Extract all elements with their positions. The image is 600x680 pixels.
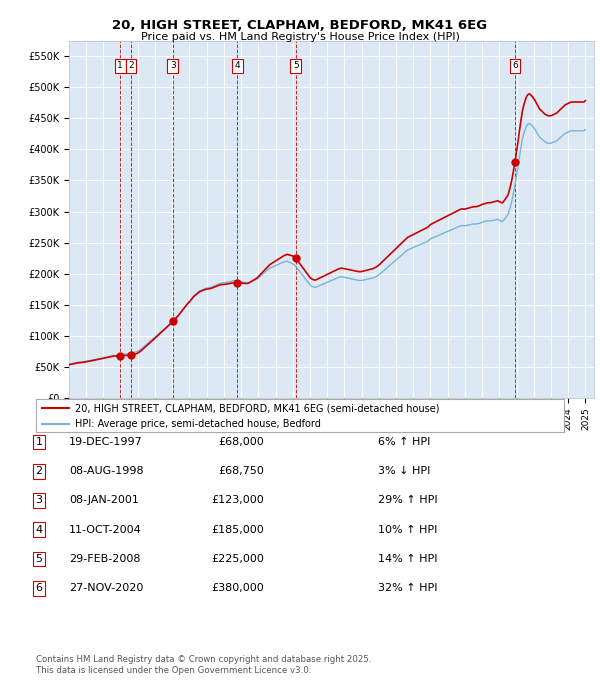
Text: Price paid vs. HM Land Registry's House Price Index (HPI): Price paid vs. HM Land Registry's House … bbox=[140, 32, 460, 42]
Text: 3% ↓ HPI: 3% ↓ HPI bbox=[378, 466, 430, 476]
Text: 6% ↑ HPI: 6% ↑ HPI bbox=[378, 437, 430, 447]
Text: 6: 6 bbox=[35, 583, 43, 593]
Text: 5: 5 bbox=[293, 61, 299, 70]
Text: 2: 2 bbox=[35, 466, 43, 476]
Text: 4: 4 bbox=[35, 525, 43, 534]
Text: £185,000: £185,000 bbox=[211, 525, 264, 534]
Text: 19-DEC-1997: 19-DEC-1997 bbox=[69, 437, 143, 447]
Text: 29% ↑ HPI: 29% ↑ HPI bbox=[378, 496, 437, 505]
Text: 6: 6 bbox=[512, 61, 518, 70]
Text: 10% ↑ HPI: 10% ↑ HPI bbox=[378, 525, 437, 534]
Text: 5: 5 bbox=[35, 554, 43, 564]
Text: 2: 2 bbox=[128, 61, 134, 70]
Text: £380,000: £380,000 bbox=[211, 583, 264, 593]
Text: £68,750: £68,750 bbox=[218, 466, 264, 476]
Text: £225,000: £225,000 bbox=[211, 554, 264, 564]
Text: 20, HIGH STREET, CLAPHAM, BEDFORD, MK41 6EG (semi-detached house): 20, HIGH STREET, CLAPHAM, BEDFORD, MK41 … bbox=[75, 403, 439, 413]
Text: 4: 4 bbox=[235, 61, 240, 70]
Text: 1: 1 bbox=[35, 437, 43, 447]
Text: £68,000: £68,000 bbox=[218, 437, 264, 447]
Text: 32% ↑ HPI: 32% ↑ HPI bbox=[378, 583, 437, 593]
Text: 14% ↑ HPI: 14% ↑ HPI bbox=[378, 554, 437, 564]
Text: £123,000: £123,000 bbox=[211, 496, 264, 505]
Text: 20, HIGH STREET, CLAPHAM, BEDFORD, MK41 6EG: 20, HIGH STREET, CLAPHAM, BEDFORD, MK41 … bbox=[112, 19, 488, 32]
Text: 3: 3 bbox=[170, 61, 176, 70]
Text: 08-AUG-1998: 08-AUG-1998 bbox=[69, 466, 143, 476]
Text: HPI: Average price, semi-detached house, Bedford: HPI: Average price, semi-detached house,… bbox=[75, 419, 321, 428]
Text: 11-OCT-2004: 11-OCT-2004 bbox=[69, 525, 142, 534]
Text: 29-FEB-2008: 29-FEB-2008 bbox=[69, 554, 140, 564]
Text: 1: 1 bbox=[117, 61, 123, 70]
Text: 27-NOV-2020: 27-NOV-2020 bbox=[69, 583, 143, 593]
Text: Contains HM Land Registry data © Crown copyright and database right 2025.
This d: Contains HM Land Registry data © Crown c… bbox=[36, 655, 371, 675]
Text: 3: 3 bbox=[35, 496, 43, 505]
Text: 08-JAN-2001: 08-JAN-2001 bbox=[69, 496, 139, 505]
